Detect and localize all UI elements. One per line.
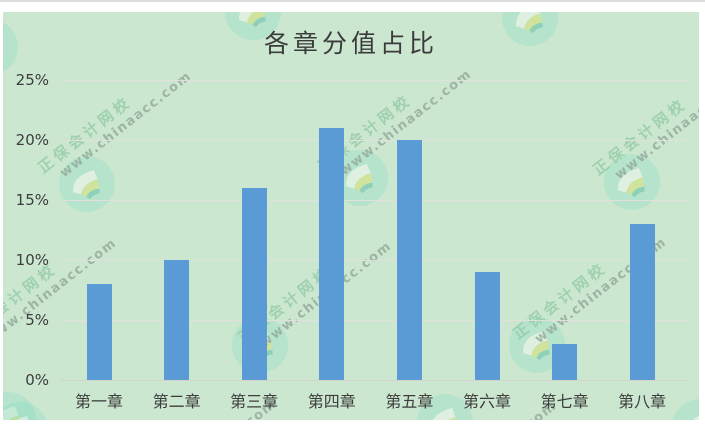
watermark-text: 正保会计网校 www.chinaacc.com [35, 54, 196, 190]
x-tick-label-第四章: 第四章 [307, 392, 356, 411]
chart-title: 各章分值占比 [263, 29, 438, 58]
watermark-url-text: www.chinaacc.com [612, 70, 699, 183]
chinaacc-logo-watermark-icon [59, 156, 115, 212]
x-tick-label-第一章: 第一章 [74, 392, 123, 411]
x-tick-label-第二章: 第二章 [152, 392, 201, 411]
gridline-15 [60, 200, 688, 201]
bar-第二章 [164, 260, 190, 380]
bar-第八章 [629, 224, 655, 380]
x-axis-line [60, 380, 688, 381]
gridline-5 [60, 320, 688, 321]
y-tick-label: 25% [15, 71, 49, 89]
watermark-text: 正保会计网校 www.chinaacc.com [590, 56, 699, 192]
gridline-25 [60, 80, 688, 81]
bar-第五章 [396, 140, 422, 380]
x-tick-label-第七章: 第七章 [540, 392, 589, 411]
chart-panel: 正保会计网校 www.chinaacc.com 正保会计网校 www.china… [3, 12, 699, 420]
bar-第一章 [86, 284, 112, 380]
bar-第六章 [474, 272, 500, 380]
x-tick-label-第八章: 第八章 [618, 392, 667, 411]
watermark-url-text: www.chinaacc.com [57, 68, 195, 181]
gridline-10 [60, 260, 688, 261]
y-tick-label: 15% [15, 191, 49, 209]
y-tick-label: 0% [25, 371, 49, 389]
x-tick-label-第六章: 第六章 [462, 392, 511, 411]
watermark-brand-text: 正保会计网校 [589, 94, 691, 179]
chinaacc-logo-watermark-icon [604, 154, 660, 210]
bar-第四章 [319, 128, 345, 380]
y-tick-label: 10% [15, 251, 49, 269]
bar-第七章 [552, 344, 578, 380]
y-tick-label: 20% [15, 131, 49, 149]
x-tick-label-第三章: 第三章 [230, 392, 279, 411]
y-tick-label: 5% [25, 311, 49, 329]
chinaacc-logo-watermark-icon [3, 392, 36, 420]
bar-第三章 [241, 188, 267, 380]
watermark-brand-text: 正保会计网校 [34, 92, 136, 177]
chinaacc-logo-watermark-icon [3, 402, 47, 420]
gridline-20 [60, 140, 688, 141]
x-tick-label-第五章: 第五章 [385, 392, 434, 411]
